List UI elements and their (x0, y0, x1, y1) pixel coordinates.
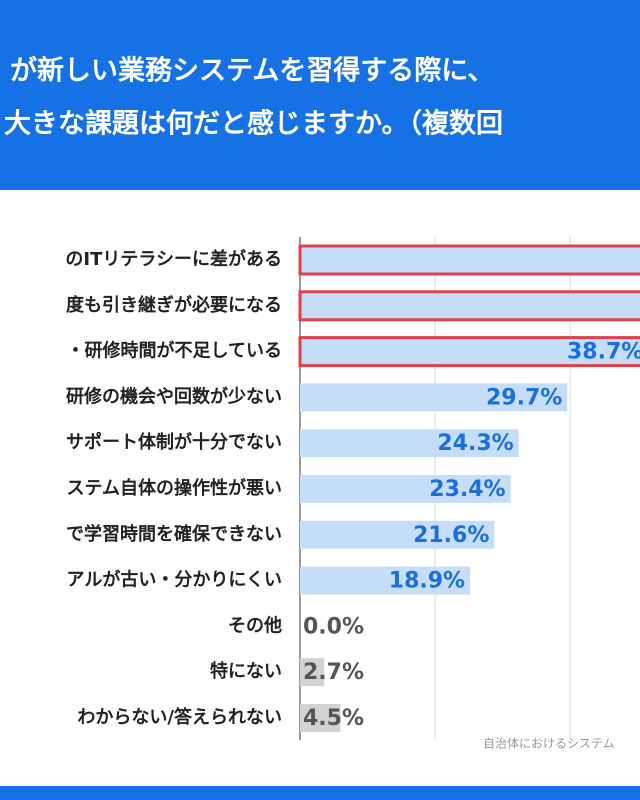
category-label: アルが古い・分かりにくい (67, 569, 282, 591)
category-label: ・研修時間が不足している (67, 340, 282, 362)
value-label: 29.7% (486, 385, 562, 410)
bar (300, 475, 511, 503)
source-note: 自治体におけるシステム (483, 737, 615, 751)
bar (298, 290, 640, 322)
value-label: 4.5% (303, 706, 364, 731)
bar (300, 704, 341, 732)
category-label: サポート体制が十分でない (66, 431, 282, 453)
value-label: 21.6% (413, 523, 489, 548)
bar (300, 658, 325, 687)
footer-band (0, 786, 640, 800)
category-label: 特にない (210, 660, 282, 682)
category-label: ステム自体の操作性が悪い (67, 477, 282, 499)
bar (300, 566, 471, 595)
category-label: 度も引き継ぎが必要になる (66, 294, 282, 316)
bar (298, 244, 640, 276)
bar (298, 336, 640, 368)
value-label: 2.7% (303, 660, 364, 685)
category-label: わからない/答えられない (77, 706, 282, 728)
value-label: 23.4% (429, 477, 505, 502)
bar (300, 429, 519, 458)
value-label: 18.9% (389, 569, 465, 594)
title-line: が新しい業務システムを習得する際に、 (10, 55, 494, 87)
category-label: で学習時間を確保できない (66, 523, 282, 545)
header-band (0, 0, 640, 190)
value-label: 24.3% (437, 431, 513, 456)
value-label: 38.7% (567, 340, 640, 365)
bar (300, 383, 568, 412)
category-label: その他 (228, 614, 282, 636)
category-label: 研修の機会や回数が少ない (66, 385, 282, 407)
value-label: 0.0% (303, 614, 364, 639)
bar (300, 520, 495, 549)
category-label: のITリテラシーに差がある (65, 248, 282, 270)
title-line: 大きな課題は何だと感じますか。（複数回 (4, 108, 503, 140)
